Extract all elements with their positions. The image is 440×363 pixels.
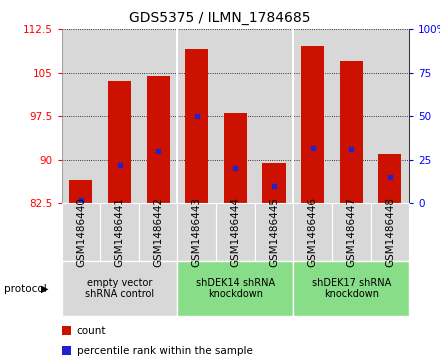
Text: protocol: protocol [4,284,47,294]
Bar [70,180,92,203]
Text: percentile rank within the sample: percentile rank within the sample [77,346,253,356]
Text: shDEK17 shRNA
knockdown: shDEK17 shRNA knockdown [312,278,391,299]
Text: GSM1486442: GSM1486442 [153,197,163,267]
Text: ▶: ▶ [41,284,48,294]
Text: GSM1486443: GSM1486443 [192,197,202,267]
Bar [185,49,209,203]
Text: GDS5375 / ILMN_1784685: GDS5375 / ILMN_1784685 [129,11,311,25]
Bar [340,61,363,203]
Bar [378,154,401,203]
Text: count: count [77,326,106,336]
Bar [301,46,324,203]
Bar [147,76,170,203]
Text: GSM1486444: GSM1486444 [231,197,240,267]
Text: GSM1486446: GSM1486446 [308,197,318,267]
Text: GSM1486448: GSM1486448 [385,197,395,267]
Bar [262,163,286,203]
Text: GSM1486447: GSM1486447 [346,197,356,267]
Text: GSM1486441: GSM1486441 [114,197,125,267]
Text: empty vector
shRNA control: empty vector shRNA control [85,278,154,299]
Text: GSM1486440: GSM1486440 [76,197,86,267]
Bar [108,81,131,203]
Text: GSM1486445: GSM1486445 [269,197,279,267]
Text: shDEK14 shRNA
knockdown: shDEK14 shRNA knockdown [196,278,275,299]
Bar [224,113,247,203]
